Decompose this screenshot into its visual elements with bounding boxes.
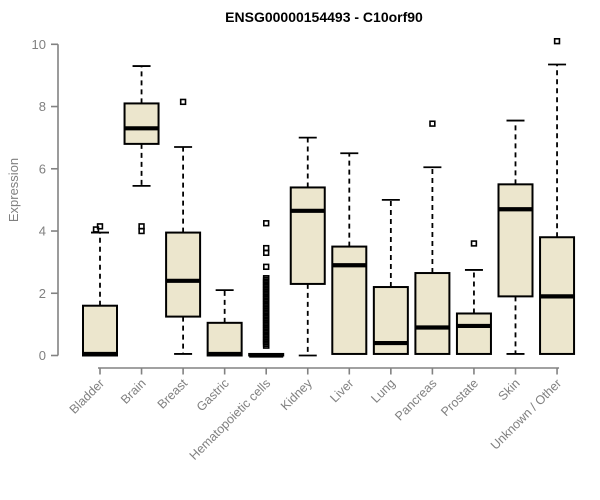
x-tick-label-kidney: Kidney — [278, 376, 315, 413]
box-prostate — [455, 312, 492, 355]
box-liver — [331, 245, 368, 355]
box-pancreas — [414, 272, 451, 355]
boxplot-lung — [372, 198, 409, 355]
outlier-pancreas — [429, 120, 436, 127]
outlier-bladder — [96, 223, 104, 230]
y-tick-label-8: 8 — [39, 99, 46, 114]
box-brain — [123, 102, 160, 145]
boxplot-hematopoietic-cells — [248, 220, 285, 358]
box-gastric — [206, 321, 243, 357]
boxplot-kidney — [289, 136, 326, 357]
outlier-breast — [179, 98, 187, 106]
boxplot-pancreas — [414, 120, 451, 355]
boxplot-liver — [331, 152, 368, 355]
y-tick-label-2: 2 — [39, 286, 46, 301]
outlier-hematopoietic-cells — [262, 220, 270, 227]
y-tick-label-0: 0 — [39, 348, 46, 363]
outlier-unknown-other — [553, 37, 561, 45]
box-breast — [165, 231, 202, 318]
boxplot-series — [82, 37, 576, 358]
boxplot-skin — [497, 119, 534, 355]
y-tick-label-10: 10 — [32, 37, 46, 52]
outlier-hematopoietic-cells — [262, 244, 270, 252]
x-tick-label-lung: Lung — [368, 376, 398, 406]
y-tick-label-4: 4 — [39, 224, 46, 239]
x-tick-label-brain: Brain — [118, 376, 149, 407]
x-tick-label-unknown-other: Unknown / Other — [488, 376, 564, 452]
chart-title: ENSG00000154493 - C10orf90 — [225, 9, 423, 25]
boxplot-unknown-other — [539, 37, 576, 355]
box-bladder — [82, 304, 118, 357]
outlier-prostate — [470, 240, 478, 247]
boxplot-gastric — [206, 289, 243, 357]
x-tick-label-bladder: Bladder — [67, 376, 107, 416]
x-tick-label-skin: Skin — [496, 376, 523, 403]
x-tick-label-pancreas: Pancreas — [392, 376, 439, 423]
outlier-stack-point-hematopoietic-cells — [262, 275, 270, 282]
outlier-brain — [138, 223, 145, 230]
box-skin — [497, 183, 534, 298]
x-tick-label-gastric: Gastric — [194, 376, 232, 414]
boxplot-bladder — [82, 223, 118, 357]
boxplot-prostate — [455, 240, 492, 355]
boxplot-breast — [165, 98, 202, 355]
outlier-hematopoietic-cells — [262, 263, 270, 271]
y-axis-label: Expression — [6, 158, 21, 222]
box-kidney — [289, 186, 326, 285]
boxplot-brain — [123, 65, 160, 235]
x-tick-label-breast: Breast — [155, 376, 191, 412]
y-tick-label-6: 6 — [39, 161, 46, 176]
x-tick-label-hematopoietic-cells: Hematopoietic cells — [187, 376, 274, 463]
x-tick-label-liver: Liver — [327, 376, 356, 405]
x-tick-label-prostate: Prostate — [438, 376, 481, 419]
